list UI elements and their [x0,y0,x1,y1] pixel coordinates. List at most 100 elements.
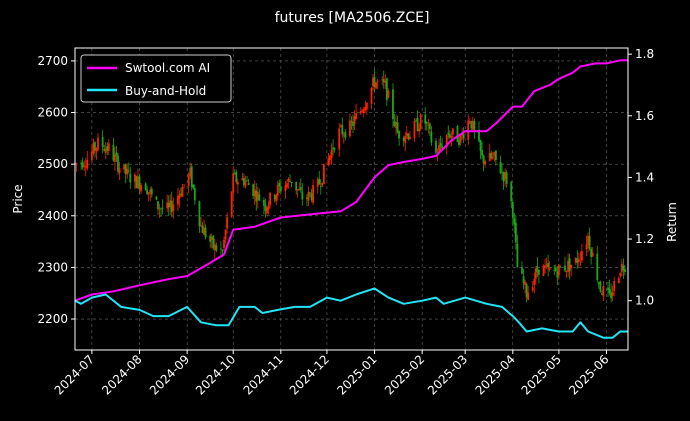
candle-body [115,152,118,156]
candle-body [365,102,368,110]
candle-body [451,128,454,135]
candle-body [481,150,483,156]
candle-body [341,124,344,135]
candle-body [450,135,453,138]
candle-body [502,172,505,182]
legend: Swtool.com AI Buy-and-Hold [80,54,232,103]
candle-body [101,137,104,148]
candle-body [107,143,110,151]
candle-body [84,166,87,168]
candle-body [613,281,616,292]
candle-body [193,188,196,201]
candle-body [226,217,228,229]
candle-body [617,277,620,284]
candle-body [215,245,218,251]
candle-body [553,269,556,271]
candle-body [373,77,376,88]
chart-title: futures [MA2506.ZCE] [275,10,430,26]
candle-body [427,124,430,126]
candle-body [596,253,599,281]
candle-body [416,118,419,132]
candle-body [430,131,433,143]
candle-body [585,244,588,250]
price-tick-label: 2700 [37,54,68,68]
candle-body [456,125,459,143]
candle-body [462,134,465,139]
candle-body [97,137,99,150]
candle-body [362,109,365,114]
candle-body [129,173,132,183]
candle-body [581,251,583,261]
candle-body [92,142,95,154]
candle-body [255,190,258,202]
candle-body [275,194,278,202]
candle-body [157,201,159,210]
candle-body [90,151,93,161]
return-axis-label: Return [665,202,679,242]
candle-body [473,121,476,130]
candle-body [114,154,116,162]
candle-body [200,225,202,227]
candle-body [597,282,600,285]
candle-body [405,132,408,136]
candle-body [349,120,351,136]
candle-body [342,134,345,136]
candle-body [493,152,496,156]
candle-body [106,146,109,151]
candle-body [210,237,213,240]
candle-body [602,285,605,297]
candle-body [233,173,236,175]
candle-body [170,200,173,213]
candle-body [559,266,562,268]
candle-body [501,171,503,173]
candle-body [306,197,308,200]
candle-body [94,142,96,151]
candle-body [178,194,181,199]
candle-body [370,87,373,104]
candle-body [212,235,215,249]
candle-body [264,205,267,211]
candle-body [252,184,255,197]
price-tick-label: 2600 [37,106,68,120]
candle-body [241,177,244,181]
candle-body [286,183,288,188]
candle-body [316,179,319,187]
candle-body [167,202,170,208]
candle-body [564,265,566,271]
candle-body [545,264,548,267]
candle-body [516,243,519,268]
candle-body [471,120,474,130]
candle-body [419,114,422,130]
candle-body [376,80,379,82]
candle-body [138,176,141,190]
candle-body [439,143,442,147]
candle-body [86,159,89,169]
price-tick-label: 2500 [37,157,68,171]
return-tick-label: 1.2 [635,232,654,246]
candle-body [619,273,622,276]
candle-body [190,166,193,187]
candle-body [183,184,185,186]
candle-body [510,181,513,202]
candle-body [521,267,523,274]
candle-body [160,208,162,210]
grid-layer [75,48,628,350]
candle-body [149,189,152,193]
candle-body [505,172,508,184]
candle-body [587,235,589,245]
legend-label-bh: Buy-and-Hold [125,84,206,98]
candle-body [396,122,399,133]
candle-body [209,236,212,242]
candle-body [284,185,287,191]
price-axis: 2200 2300 2400 2500 2600 2700 [37,54,75,326]
candle-body [147,192,150,195]
candle-body [568,258,571,271]
candle-body [588,235,591,249]
candle-body [187,174,190,187]
candle-body [387,90,390,98]
candle-body [459,134,462,143]
candle-body [544,265,546,268]
candle-body [276,185,279,196]
candle-body [213,244,216,251]
candle-body [223,239,225,249]
